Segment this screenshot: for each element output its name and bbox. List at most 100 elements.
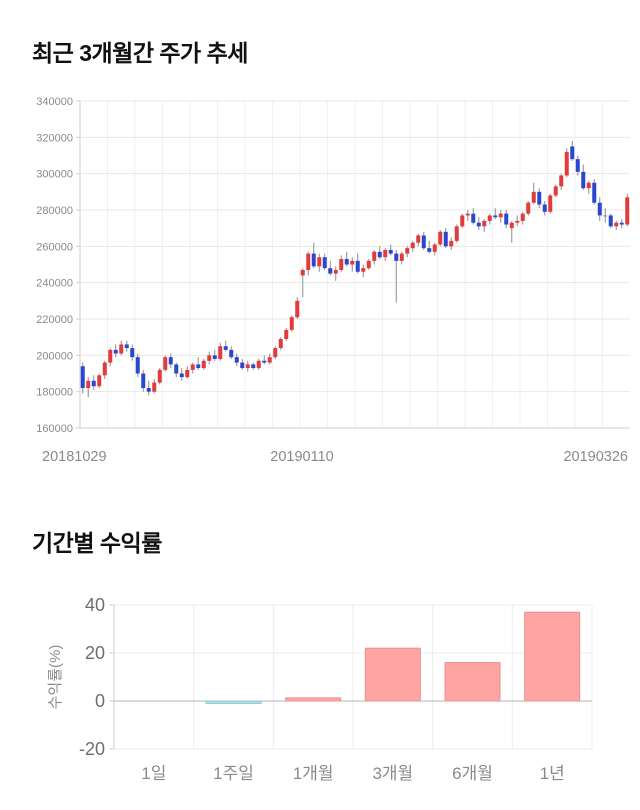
candle-body-down: [130, 348, 135, 358]
candle-body-up: [531, 191, 536, 203]
candle: [256, 358, 261, 370]
candle: [471, 208, 476, 225]
candle-body-up: [515, 220, 520, 223]
x-tick-label: 6개월: [452, 764, 493, 783]
candle-body-up: [108, 349, 113, 363]
candle: [168, 353, 173, 369]
candle-body-up: [399, 253, 404, 261]
candle-body-up: [564, 151, 569, 176]
candle: [498, 210, 503, 223]
candle-body-up: [267, 357, 272, 363]
candle: [174, 362, 179, 378]
candle-body-down: [570, 146, 575, 160]
candle-body-down: [394, 253, 399, 261]
candle-body-down: [229, 349, 234, 358]
candle: [300, 268, 305, 298]
candle: [102, 360, 107, 379]
candle-body-down: [174, 364, 179, 374]
candle: [339, 255, 344, 272]
candle: [520, 211, 525, 225]
y-tick-label: 220000: [36, 314, 73, 326]
candle-body-down: [168, 357, 173, 365]
candle-body-up: [559, 175, 564, 187]
candle: [97, 373, 102, 389]
candle-body-down: [542, 204, 547, 212]
candle-body-down: [471, 213, 476, 223]
candlestick-chart: 340000 320000 300000 280000 260000 240000 2200…: [36, 96, 630, 465]
candle-body-up: [284, 329, 289, 339]
candle: [328, 260, 333, 276]
candle-body-up: [256, 360, 261, 369]
candle-body-down: [427, 248, 432, 252]
candle-body-down: [322, 257, 327, 269]
candle: [273, 346, 278, 359]
candle: [581, 164, 586, 191]
candle: [586, 180, 591, 194]
candle: [509, 220, 514, 243]
candle-body-up: [520, 213, 525, 221]
candle: [553, 184, 558, 198]
candle: [449, 237, 454, 250]
candle-body-up: [289, 317, 294, 330]
candle: [614, 220, 619, 230]
candle: [306, 251, 311, 276]
candle-body-up: [185, 369, 190, 378]
candle: [201, 358, 206, 370]
candle: [113, 344, 118, 358]
candle: [229, 346, 234, 359]
candle: [438, 229, 443, 247]
candle-body-down: [135, 357, 140, 374]
candle: [372, 249, 377, 265]
candle-body-up: [317, 257, 322, 267]
candle-body-up: [405, 248, 410, 254]
candle: [108, 348, 113, 367]
candle: [366, 259, 371, 270]
y-tick-label: 320000: [36, 132, 73, 144]
candle: [185, 366, 190, 379]
candle-body-up: [383, 249, 388, 258]
x-tick-label: 20181029: [42, 449, 107, 465]
candle: [317, 253, 322, 272]
candle: [212, 349, 217, 361]
candle-body-down: [311, 253, 316, 267]
candle: [278, 337, 283, 350]
candle-body-down: [603, 215, 608, 217]
y-tick-label: 20: [85, 643, 105, 663]
y-tick-label: 240000: [36, 278, 73, 290]
candle-body-up: [625, 197, 630, 225]
candle: [262, 355, 267, 365]
candle-body-up: [465, 213, 470, 216]
candle-body-up: [614, 222, 619, 227]
x-tick-label: 3개월: [372, 764, 413, 783]
candle: [289, 315, 294, 332]
candle: [91, 375, 96, 390]
candle-body-up: [548, 195, 553, 212]
candle: [504, 210, 509, 229]
candle: [454, 224, 459, 243]
candle-body-up: [449, 240, 454, 247]
candle: [350, 257, 355, 272]
candle-body-up: [509, 222, 514, 229]
candle-body-down: [344, 259, 349, 265]
candle: [493, 208, 498, 220]
candle: [190, 362, 195, 374]
candle: [80, 362, 85, 394]
candle-body-down: [141, 373, 146, 389]
candle-body-up: [482, 220, 487, 227]
x-tick-label: 20190110: [270, 449, 333, 465]
return-bar: [205, 700, 262, 704]
candle-body-down: [443, 231, 448, 247]
candle: [86, 377, 91, 398]
candle: [295, 297, 300, 319]
candle-body-down: [223, 346, 228, 350]
candle-body-down: [240, 362, 245, 369]
candle-body-up: [410, 242, 415, 249]
candle: [465, 210, 470, 221]
candle: [432, 242, 437, 256]
candle-body-up: [97, 375, 102, 387]
candle-body-up: [339, 259, 344, 270]
candle: [234, 353, 239, 367]
candle: [157, 368, 162, 385]
candle-body-up: [295, 300, 300, 318]
